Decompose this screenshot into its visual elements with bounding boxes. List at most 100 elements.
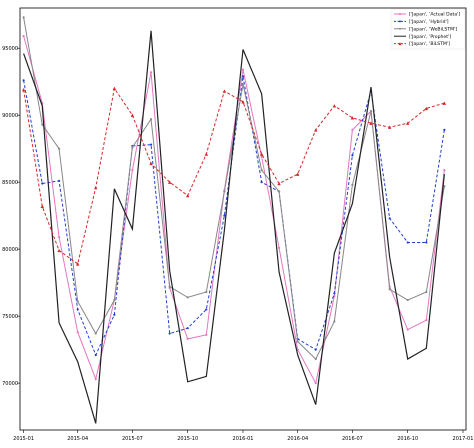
x-tick-label: 2015-10 <box>177 436 198 442</box>
data-point <box>443 185 446 188</box>
data-point <box>425 319 428 322</box>
x-tick-label: 2017-01 <box>453 436 474 442</box>
data-point <box>314 348 317 351</box>
data-point <box>131 169 134 172</box>
data-point <box>76 308 79 311</box>
data-point <box>41 182 44 185</box>
data-point <box>204 152 209 156</box>
data-point <box>186 337 189 341</box>
data-point <box>295 172 300 176</box>
data-point <box>149 143 153 146</box>
data-point <box>241 75 245 78</box>
legend-marker <box>399 13 401 15</box>
data-point <box>406 328 409 331</box>
data-point <box>260 181 263 184</box>
data-point <box>205 290 208 294</box>
y-tick-label: 85000 <box>2 180 18 186</box>
data-point <box>277 181 281 186</box>
x-tick-label: 2016-01 <box>233 436 254 442</box>
data-point <box>350 116 355 120</box>
data-point <box>314 382 317 385</box>
data-point <box>131 146 134 149</box>
legend-marker <box>398 42 402 46</box>
data-point <box>442 101 447 105</box>
data-point <box>223 214 226 217</box>
series-line-1 <box>23 76 445 357</box>
data-point <box>351 183 354 186</box>
y-tick-label: 95000 <box>2 46 18 52</box>
legend-label: ['Japan', 'Hybrid'] <box>409 19 449 25</box>
data-point <box>22 16 25 19</box>
data-point <box>205 308 208 311</box>
data-point <box>406 241 409 244</box>
data-point <box>277 190 281 193</box>
data-point <box>260 169 263 172</box>
data-point <box>296 340 299 343</box>
data-point <box>76 300 79 303</box>
data-point <box>425 241 428 244</box>
data-point <box>113 298 116 302</box>
legend-marker <box>399 27 401 30</box>
data-point <box>168 285 171 288</box>
data-point <box>41 123 44 126</box>
axis-layer: 2015-01 2015-04 2015-07 2015-10 2016-01 2016-… <box>2 46 473 442</box>
data-point <box>425 290 428 294</box>
data-point <box>314 128 318 132</box>
legend-label: ['Japan', 'Actual Data'] <box>409 12 460 18</box>
data-point <box>241 68 245 71</box>
data-point <box>260 155 263 158</box>
data-point <box>314 357 317 361</box>
x-tick-label: 2015-04 <box>67 436 88 442</box>
legend: ['Japan', 'Actual Data']['Japan', 'Hybri… <box>390 8 466 50</box>
legend-marker <box>399 20 401 23</box>
data-point <box>186 193 190 198</box>
data-point <box>113 313 116 316</box>
data-point <box>57 248 61 253</box>
x-tick-label: 2016-07 <box>342 436 363 442</box>
data-point <box>369 110 373 113</box>
data-point <box>241 100 245 104</box>
data-point <box>351 128 354 132</box>
data-point <box>332 104 337 108</box>
legend-label: ['Japan', 'Prophet'] <box>409 34 451 40</box>
data-point <box>406 298 409 302</box>
data-point <box>369 121 373 125</box>
data-point <box>405 121 410 125</box>
x-tick-label: 2015-01 <box>13 436 34 442</box>
data-point <box>57 147 61 150</box>
y-tick-label: 75000 <box>2 314 18 320</box>
data-point <box>186 327 189 330</box>
data-point <box>167 180 172 184</box>
data-point <box>241 83 245 86</box>
data-point <box>259 152 264 156</box>
series-line-3 <box>23 30 445 424</box>
data-point <box>112 86 117 91</box>
data-point <box>22 79 25 82</box>
data-point <box>21 88 26 92</box>
data-point <box>424 106 429 111</box>
data-point <box>387 125 392 129</box>
series-layer <box>21 16 447 424</box>
x-tick-label: 2016-10 <box>397 436 418 442</box>
data-point <box>149 118 153 121</box>
data-point <box>443 128 446 132</box>
data-point <box>149 71 153 74</box>
data-point <box>388 217 391 220</box>
data-point <box>205 333 208 336</box>
legend-box <box>390 8 466 50</box>
data-point <box>94 353 97 357</box>
x-tick-label: 2016-04 <box>287 436 308 442</box>
data-point <box>168 332 171 335</box>
data-point <box>57 235 61 239</box>
data-point <box>443 169 446 172</box>
data-point <box>186 296 189 299</box>
y-tick-label: 80000 <box>2 247 18 253</box>
y-tick-label: 90000 <box>2 113 18 119</box>
data-point <box>94 185 98 190</box>
y-tick-label: 70000 <box>2 381 18 387</box>
data-point <box>388 288 391 291</box>
data-point <box>351 154 354 157</box>
series-line-4 <box>23 87 445 265</box>
data-point <box>222 89 227 93</box>
